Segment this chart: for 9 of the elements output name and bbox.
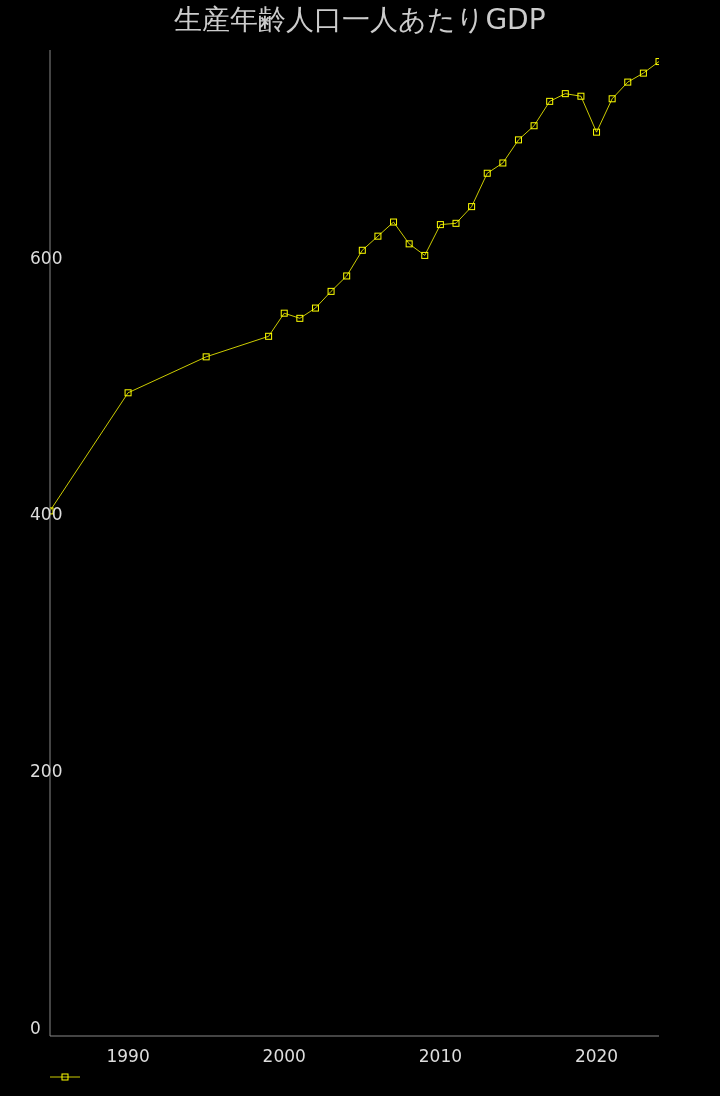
y-tick-label: 400 (30, 504, 63, 525)
x-tick-label: 2020 (574, 1046, 619, 1067)
y-tick-label: 0 (30, 1018, 41, 1039)
x-tick-label: 2000 (262, 1046, 306, 1067)
y-tick-label: 600 (30, 247, 63, 268)
y-tick-label: 200 (30, 761, 63, 782)
chart-title: 生産年齢人口一人あたりGDP (173, 2, 547, 38)
x-tick-label: 2010 (418, 1046, 463, 1067)
x-tick-label: 1990 (106, 1046, 150, 1067)
